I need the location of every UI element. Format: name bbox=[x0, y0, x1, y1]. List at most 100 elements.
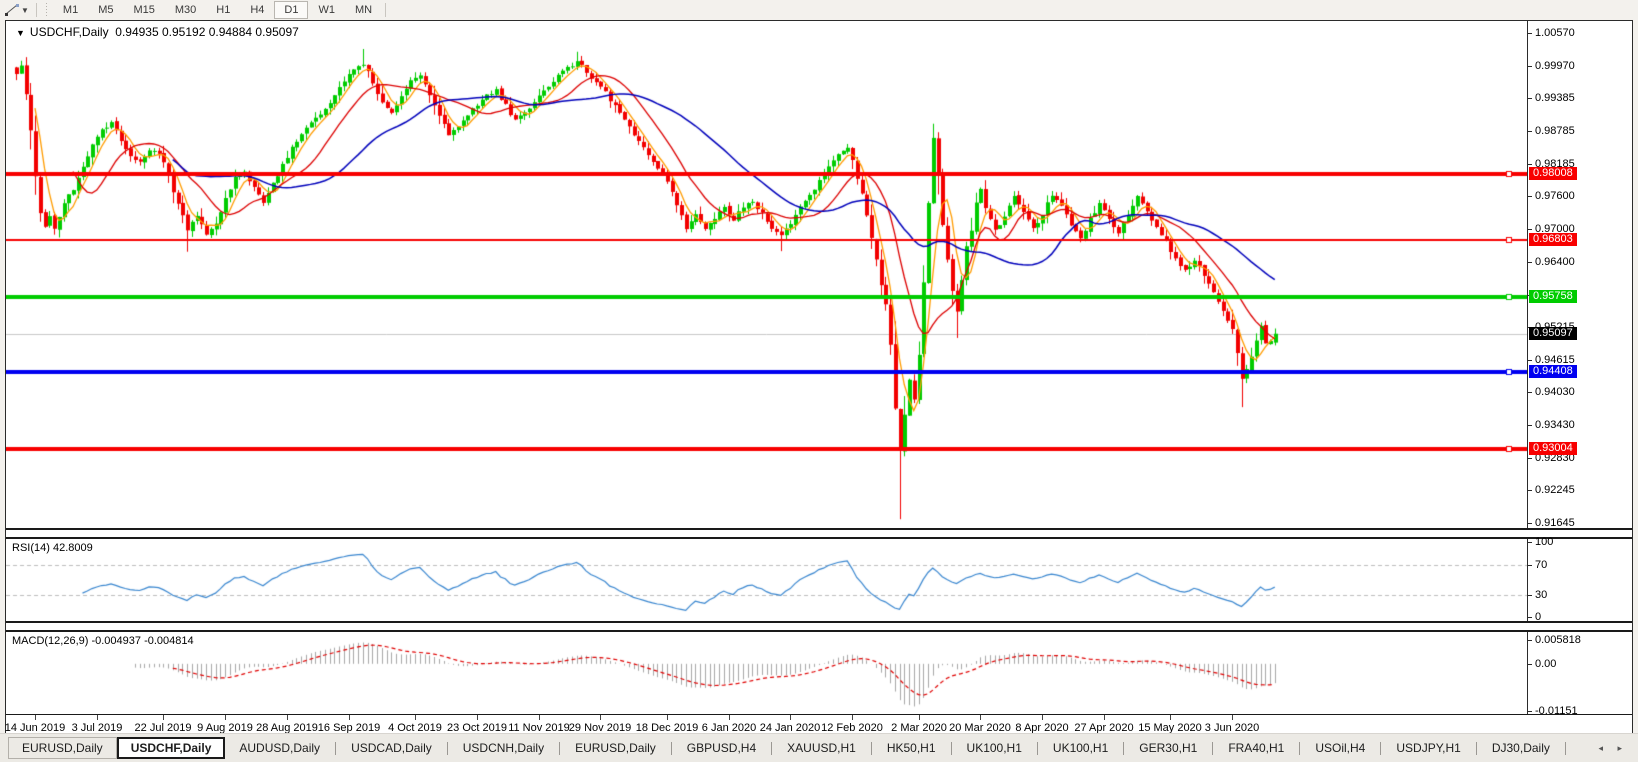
date-tick bbox=[539, 715, 540, 720]
price-tick bbox=[1528, 425, 1532, 426]
date-tick bbox=[349, 715, 350, 720]
tab-separator bbox=[950, 741, 952, 755]
date-tick bbox=[1042, 715, 1043, 720]
date-label: 4 Oct 2019 bbox=[388, 722, 442, 734]
chart-tab-audusd-daily[interactable]: AUDUSD,Daily bbox=[239, 741, 321, 755]
chart-tab-usdjpy-h1[interactable]: USDJPY,H1 bbox=[1396, 741, 1461, 755]
chart-tab-uk100-h1[interactable]: UK100,H1 bbox=[966, 741, 1022, 755]
toolbar-separator bbox=[385, 3, 387, 17]
chart-tab-dj30-daily[interactable]: DJ30,Daily bbox=[1491, 741, 1550, 755]
tab-separator bbox=[1123, 741, 1125, 755]
date-label: 18 Dec 2019 bbox=[635, 722, 699, 734]
date-tick bbox=[919, 715, 920, 720]
chart-tab-usdcad-daily[interactable]: USDCAD,Daily bbox=[351, 741, 432, 755]
chart-tab-usoil-h4[interactable]: USOil,H4 bbox=[1315, 741, 1366, 755]
chart-tab-bar: EURUSD,Daily USDCHF,Daily AUDUSD,Daily USDC… bbox=[0, 733, 1638, 762]
date-label: 28 Aug 2019 bbox=[256, 722, 318, 734]
chart-tab-eurusd-daily[interactable]: EURUSD,Daily bbox=[8, 737, 117, 759]
hline-price-badge: 0.95758 bbox=[1529, 290, 1577, 303]
rsi-tick-label: 70 bbox=[1535, 559, 1548, 571]
timeframe-button-m5[interactable]: M5 bbox=[98, 4, 114, 16]
price-tick bbox=[1528, 33, 1532, 34]
price-axis[interactable]: 1.00570 0.99970 0.99385 0.98785 0.98185 0.976… bbox=[1527, 21, 1632, 529]
tab-separator bbox=[335, 741, 337, 755]
tab-separator bbox=[1299, 741, 1301, 755]
price-tick bbox=[1528, 229, 1532, 230]
price-tick-label: 0.96400 bbox=[1535, 256, 1575, 268]
date-label: 2 Mar 2020 bbox=[891, 722, 947, 734]
chart-tab-gbpusd-h4[interactable]: GBPUSD,H4 bbox=[686, 741, 757, 755]
tab-separator bbox=[1475, 741, 1477, 755]
price-tick-label: 0.93430 bbox=[1535, 419, 1575, 431]
rsi-chart-canvas[interactable] bbox=[6, 539, 1527, 621]
tab-separator bbox=[870, 741, 872, 755]
chart-symbol-header: ▼ USDCHF,Daily 0.94935 0.95192 0.94884 0.… bbox=[16, 25, 299, 39]
price-tick bbox=[1528, 66, 1532, 67]
date-label: 14 Jun 2019 bbox=[4, 722, 66, 734]
candlestick-chart-canvas[interactable] bbox=[6, 21, 1527, 528]
price-tick-label: 0.92245 bbox=[1535, 484, 1575, 496]
price-tick-label: 0.98785 bbox=[1535, 125, 1575, 137]
tab-separator bbox=[1564, 741, 1566, 755]
date-label: 22 Jul 2019 bbox=[134, 722, 192, 734]
chart-tab-eurusd-daily[interactable]: EURUSD,Daily bbox=[575, 741, 656, 755]
tool-dropdown-caret[interactable]: ▼ bbox=[21, 5, 29, 15]
toolbar-grip[interactable] bbox=[43, 3, 49, 17]
current-price-badge: 0.95097 bbox=[1529, 327, 1577, 340]
tab-separator bbox=[559, 741, 561, 755]
rsi-header: RSI(14) 42.8009 bbox=[12, 542, 93, 554]
chart-window: ▼ USDCHF,Daily 0.94935 0.95192 0.94884 0.… bbox=[4, 20, 1633, 740]
timeframe-button-d1[interactable]: D1 bbox=[274, 1, 309, 19]
chart-tab-usdchf-daily[interactable]: USDCHF,Daily bbox=[116, 737, 226, 759]
macd-indicator-pane: MACD(12,26,9) -0.004937 -0.004814 0.0058… bbox=[6, 632, 1632, 717]
chart-tab-ger30-h1[interactable]: GER30,H1 bbox=[1139, 741, 1198, 755]
rsi-tick bbox=[1528, 542, 1532, 543]
macd-axis[interactable]: 0.005818 0.00 -0.01151 bbox=[1527, 632, 1632, 717]
timeframe-button-h4[interactable]: H4 bbox=[250, 4, 265, 16]
rsi-axis[interactable]: 100 70 30 0 bbox=[1527, 536, 1632, 623]
price-tick-label: 0.94615 bbox=[1535, 354, 1575, 366]
timeframe-button-w1[interactable]: W1 bbox=[318, 4, 335, 16]
date-tick bbox=[477, 715, 478, 720]
chart-tab-uk100-h1[interactable]: UK100,H1 bbox=[1052, 741, 1109, 755]
price-tick bbox=[1528, 164, 1532, 165]
timeframe-button-m30[interactable]: M30 bbox=[174, 4, 197, 16]
date-tick bbox=[1104, 715, 1105, 720]
panel-divider[interactable] bbox=[6, 621, 1632, 632]
chart-ohlc-values: 0.94935 0.95192 0.94884 0.95097 bbox=[115, 25, 299, 39]
date-label: 23 Oct 2019 bbox=[447, 722, 507, 734]
price-tick-label: 0.92830 bbox=[1535, 452, 1575, 464]
date-label: 11 Nov 2019 bbox=[508, 722, 570, 734]
rsi-tick-label: 100 bbox=[1535, 536, 1554, 548]
macd-tick bbox=[1528, 711, 1532, 712]
panel-divider[interactable] bbox=[6, 528, 1632, 539]
tab-scroll-arrows[interactable]: ◂ ▸ bbox=[1598, 742, 1628, 753]
chart-tab-fra40-h1[interactable]: FRA40,H1 bbox=[1228, 741, 1285, 755]
tab-separator bbox=[1212, 741, 1214, 755]
price-tick bbox=[1528, 392, 1532, 393]
trendline-tool-icon[interactable] bbox=[4, 3, 20, 17]
timeframe-button-m1[interactable]: M1 bbox=[62, 4, 79, 16]
rsi-tick-label: 0 bbox=[1535, 611, 1542, 623]
date-tick bbox=[729, 715, 730, 720]
chart-tab-hk50-h1[interactable]: HK50,H1 bbox=[886, 741, 936, 755]
chart-tab-xauusd-h1[interactable]: XAUUSD,H1 bbox=[787, 741, 856, 755]
price-tick bbox=[1528, 458, 1532, 459]
price-tick-label: 1.00570 bbox=[1535, 27, 1575, 39]
timeframe-button-m15[interactable]: M15 bbox=[133, 4, 155, 16]
date-tick bbox=[790, 715, 791, 720]
timeframe-button-h1[interactable]: H1 bbox=[216, 4, 231, 16]
rsi-indicator-pane: RSI(14) 42.8009 100 70 30 0 bbox=[6, 536, 1632, 623]
date-label: 8 Apr 2020 bbox=[1015, 722, 1069, 734]
date-tick bbox=[667, 715, 668, 720]
timeframe-button-mn[interactable]: MN bbox=[354, 4, 373, 16]
macd-tick bbox=[1528, 664, 1532, 665]
chart-header-caret-icon[interactable]: ▼ bbox=[16, 28, 25, 38]
rsi-tick bbox=[1528, 617, 1532, 618]
price-tick-label: 0.97000 bbox=[1535, 223, 1575, 235]
chart-tab-usdcnh-daily[interactable]: USDCNH,Daily bbox=[462, 741, 545, 755]
macd-chart-canvas[interactable] bbox=[6, 632, 1527, 714]
macd-tick bbox=[1528, 640, 1532, 641]
price-tick bbox=[1528, 360, 1532, 361]
